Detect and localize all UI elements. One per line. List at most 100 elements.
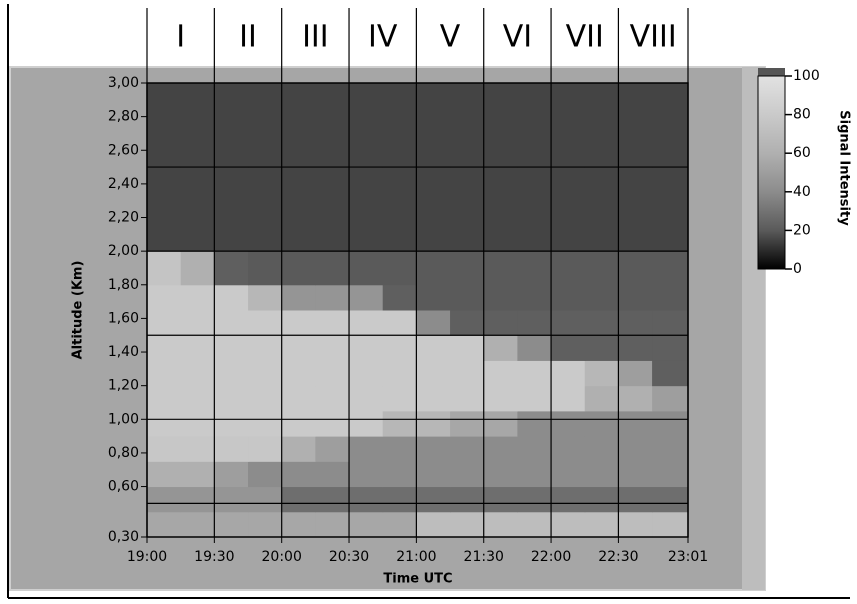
cell [248, 487, 282, 513]
cell [450, 386, 484, 412]
cell [181, 285, 215, 311]
cell [484, 360, 518, 386]
cell [416, 461, 450, 487]
cell [147, 335, 181, 361]
cell [282, 310, 316, 336]
cell [214, 411, 248, 437]
cell [517, 251, 551, 285]
period-label: VI [503, 20, 532, 55]
cell [450, 335, 484, 361]
cell [214, 310, 248, 336]
cell [450, 436, 484, 462]
cell [450, 487, 484, 513]
cell [450, 251, 484, 285]
cell [349, 411, 383, 437]
cell [652, 335, 688, 361]
cell [551, 436, 585, 462]
cell [383, 487, 417, 513]
cell [383, 285, 417, 311]
cell [484, 386, 518, 412]
cell [147, 251, 181, 285]
cell [416, 386, 450, 412]
cell [585, 251, 619, 285]
cell [517, 461, 551, 487]
x-axis-title: Time UTC [383, 572, 452, 587]
cell [585, 386, 619, 412]
colorbar-tick-label: 80 [793, 107, 811, 123]
cell [517, 411, 551, 437]
cell [248, 285, 282, 311]
colorbar [758, 76, 785, 269]
cell [551, 360, 585, 386]
cell [214, 461, 248, 487]
cell [416, 512, 450, 538]
x-tick-label: 20:00 [262, 549, 302, 565]
page: {"chart_data": { "type": "heatmap", "x_l… [0, 0, 857, 604]
chart: 19:0019:3020:0020:3021:0021:3022:0022:30… [0, 0, 857, 604]
x-tick-label: 20:30 [329, 549, 369, 565]
cell [416, 310, 450, 336]
cell [416, 360, 450, 386]
cell [214, 360, 248, 386]
x-tick-label: 19:00 [127, 549, 167, 565]
cell [214, 436, 248, 462]
cell [214, 251, 248, 285]
cell [585, 487, 619, 513]
cell [585, 512, 619, 538]
cell [315, 251, 349, 285]
cell [551, 411, 585, 437]
cell [652, 310, 688, 336]
cell [585, 461, 619, 487]
period-label: VII [566, 20, 604, 55]
period-label: IV [368, 20, 398, 55]
cell [517, 335, 551, 361]
y-tick-label: 1,00 [108, 411, 139, 427]
cell [652, 411, 688, 437]
y-tick-label: 0,60 [108, 479, 139, 495]
cell [315, 360, 349, 386]
cell [181, 251, 215, 285]
y-tick-label: 1,60 [108, 310, 139, 326]
cell [248, 411, 282, 437]
cell [416, 436, 450, 462]
x-tick-label: 23:01 [668, 549, 708, 565]
cell [585, 360, 619, 386]
cell [551, 487, 585, 513]
period-label: V [440, 20, 461, 55]
cell [652, 251, 688, 285]
cell [585, 436, 619, 462]
cell [450, 512, 484, 538]
y-axis-title: Altitude (Km) [71, 261, 86, 360]
cell [618, 461, 652, 487]
cell [517, 285, 551, 311]
cell [416, 487, 450, 513]
cell [618, 512, 652, 538]
cell [383, 411, 417, 437]
cell [450, 411, 484, 437]
cell [282, 360, 316, 386]
cell [416, 251, 450, 285]
period-label: III [302, 20, 329, 55]
cell [282, 251, 316, 285]
cell [181, 487, 215, 513]
cell [618, 310, 652, 336]
colorbar-tick-label: 60 [793, 145, 811, 161]
cell [181, 335, 215, 361]
cell [315, 335, 349, 361]
y-tick-label: 0,30 [108, 529, 139, 545]
cell [484, 512, 518, 538]
cell [383, 251, 417, 285]
cell [349, 335, 383, 361]
cell [248, 386, 282, 412]
cell [315, 436, 349, 462]
cell [484, 487, 518, 513]
cell [181, 461, 215, 487]
cell [517, 487, 551, 513]
cell [147, 310, 181, 336]
cell [315, 487, 349, 513]
cell [147, 285, 181, 311]
cell [383, 360, 417, 386]
cell [181, 436, 215, 462]
cell [618, 285, 652, 311]
cell [349, 251, 383, 285]
